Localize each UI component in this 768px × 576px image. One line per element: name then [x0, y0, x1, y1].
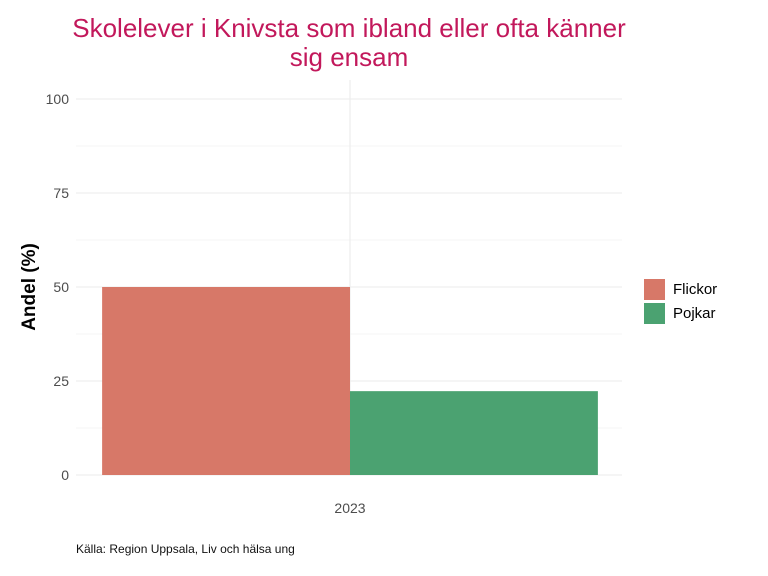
- y-tick-label: 50: [53, 279, 69, 295]
- source-caption: Källa: Region Uppsala, Liv och hälsa ung: [76, 542, 295, 556]
- bars: [102, 287, 598, 475]
- x-tick-label: 2023: [334, 500, 365, 516]
- bar-flickor-2023: [102, 287, 350, 475]
- chart-title-line-1: Skolelever i Knivsta som ibland eller of…: [72, 13, 626, 43]
- y-tick-label: 0: [61, 467, 69, 483]
- legend: Flickor Pojkar: [644, 279, 717, 324]
- y-axis-label: Andel (%): [19, 243, 40, 331]
- y-tick-label: 25: [53, 373, 69, 389]
- legend-label-flickor: Flickor: [673, 281, 717, 298]
- chart-title-line-2: sig ensam: [289, 42, 409, 72]
- y-tick-label: 75: [53, 185, 69, 201]
- y-axis-tick-labels: 0 25 50 75 100: [46, 91, 70, 483]
- y-tick-label: 100: [46, 91, 70, 107]
- legend-swatch-flickor: [644, 279, 665, 300]
- x-axis-tick-labels: 2023: [334, 500, 365, 516]
- legend-label-pojkar: Pojkar: [673, 305, 716, 322]
- chart-title: Skolelever i Knivsta som ibland eller of…: [0, 14, 698, 72]
- legend-swatch-pojkar: [644, 303, 665, 324]
- bar-pojkar-2023: [350, 391, 598, 475]
